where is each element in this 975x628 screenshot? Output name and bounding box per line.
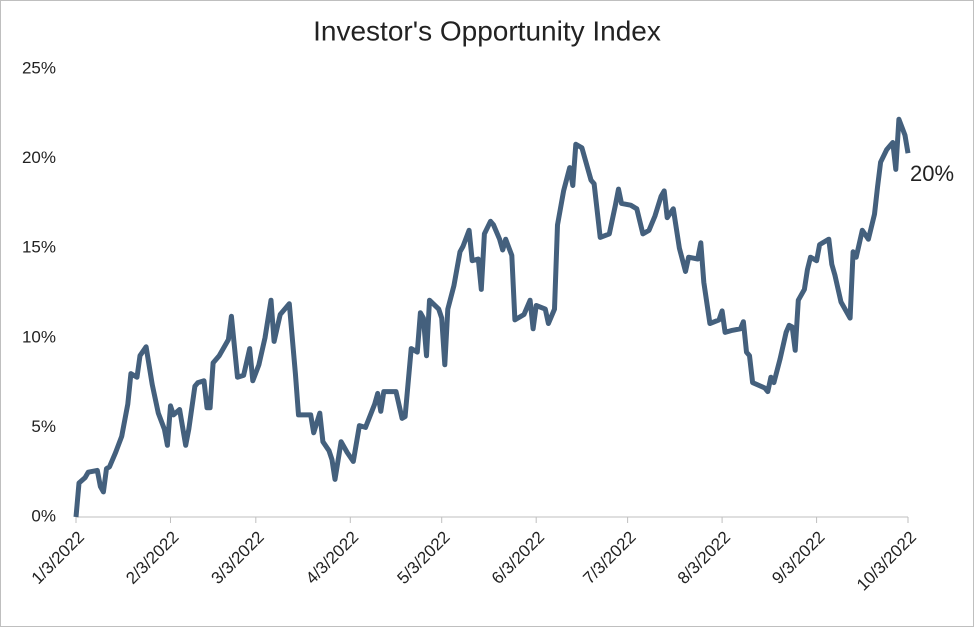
y-tick-label: 15% [22, 238, 56, 257]
data-label: 20% [910, 161, 954, 186]
y-tick-label: 20% [22, 148, 56, 167]
y-tick-label: 25% [22, 58, 56, 77]
data-line [73, 116, 911, 518]
chart-title: Investor's Opportunity Index [313, 15, 661, 46]
y-tick-label: 10% [22, 327, 56, 346]
y-tick-label: 0% [31, 506, 56, 525]
y-tick-label: 5% [31, 417, 56, 436]
